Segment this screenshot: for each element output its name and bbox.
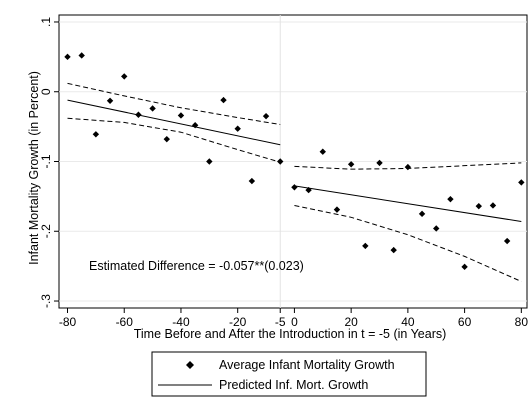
data-point xyxy=(121,73,128,80)
data-point xyxy=(333,206,341,213)
data-point xyxy=(347,161,355,168)
legend-diamond-marker xyxy=(186,361,194,369)
y-tick-label: -.3 xyxy=(39,294,53,308)
y-tick-label: -.1 xyxy=(39,154,53,168)
data-point xyxy=(220,96,227,104)
legend-label-average: Average Infant Mortality Growth xyxy=(219,358,395,372)
data-point xyxy=(135,111,142,118)
data-point xyxy=(475,202,482,210)
x-tick-label: -80 xyxy=(59,315,77,329)
data-point xyxy=(503,237,511,245)
x-tick-label: -5 xyxy=(275,315,286,329)
legend-label-predicted: Predicted Inf. Mort. Growth xyxy=(219,378,368,392)
data-point xyxy=(248,177,256,185)
y-axis-title: Infant Mortality Growth (in Percent) xyxy=(27,71,41,265)
y-tick-label: .1 xyxy=(39,17,53,27)
fitted-line-layer xyxy=(67,99,522,222)
data-point xyxy=(177,112,185,119)
x-tick-label: 0 xyxy=(291,315,298,329)
x-tick-label: -20 xyxy=(229,315,247,329)
data-point xyxy=(390,246,397,254)
x-axis: -80 -60 -40 -20 -5 0 20 40 60 80 xyxy=(59,308,528,329)
data-point xyxy=(163,135,170,143)
y-tick-label: -.2 xyxy=(39,224,53,238)
grid-layer xyxy=(59,15,527,308)
data-point xyxy=(277,158,284,165)
ci-lower-line xyxy=(67,117,281,163)
data-point xyxy=(92,131,100,138)
data-point xyxy=(291,184,298,191)
data-point xyxy=(234,125,241,132)
x-tick-label: 80 xyxy=(515,315,529,329)
fitted-line xyxy=(294,185,522,222)
data-point xyxy=(106,97,114,105)
x-tick-label: -60 xyxy=(116,315,134,329)
data-point xyxy=(191,122,199,129)
data-point xyxy=(518,179,525,186)
data-point xyxy=(362,242,369,250)
legend: Average Infant Mortality Growth Predicte… xyxy=(151,351,427,397)
data-point xyxy=(447,195,454,203)
data-point xyxy=(489,202,497,209)
data-point xyxy=(376,159,383,167)
x-tick-label: 20 xyxy=(344,315,358,329)
x-tick-label: -40 xyxy=(172,315,190,329)
y-tick-label: 0 xyxy=(39,88,53,95)
data-point xyxy=(404,163,412,171)
plot-region xyxy=(58,14,528,309)
estimated-difference-annotation: Estimated Difference = -0.057**(0.023) xyxy=(89,259,304,273)
data-point-layer xyxy=(64,52,525,271)
fitted-line xyxy=(67,99,281,146)
data-point xyxy=(206,158,213,165)
data-point xyxy=(461,263,468,271)
data-point xyxy=(78,52,85,59)
data-point xyxy=(149,105,156,112)
data-point xyxy=(418,210,426,218)
data-point xyxy=(319,148,326,155)
x-axis-title: Time Before and After the Introduction i… xyxy=(134,327,447,341)
x-tick-label: 60 xyxy=(458,315,472,329)
legend-box xyxy=(151,351,427,397)
data-point xyxy=(64,53,71,61)
ci-upper-line xyxy=(67,82,281,126)
data-point xyxy=(305,186,312,194)
data-point xyxy=(433,225,440,232)
y-axis: .1 0 -.1 -.2 -.3 xyxy=(39,17,59,308)
x-tick-label: 40 xyxy=(401,315,415,329)
data-point xyxy=(262,112,270,120)
